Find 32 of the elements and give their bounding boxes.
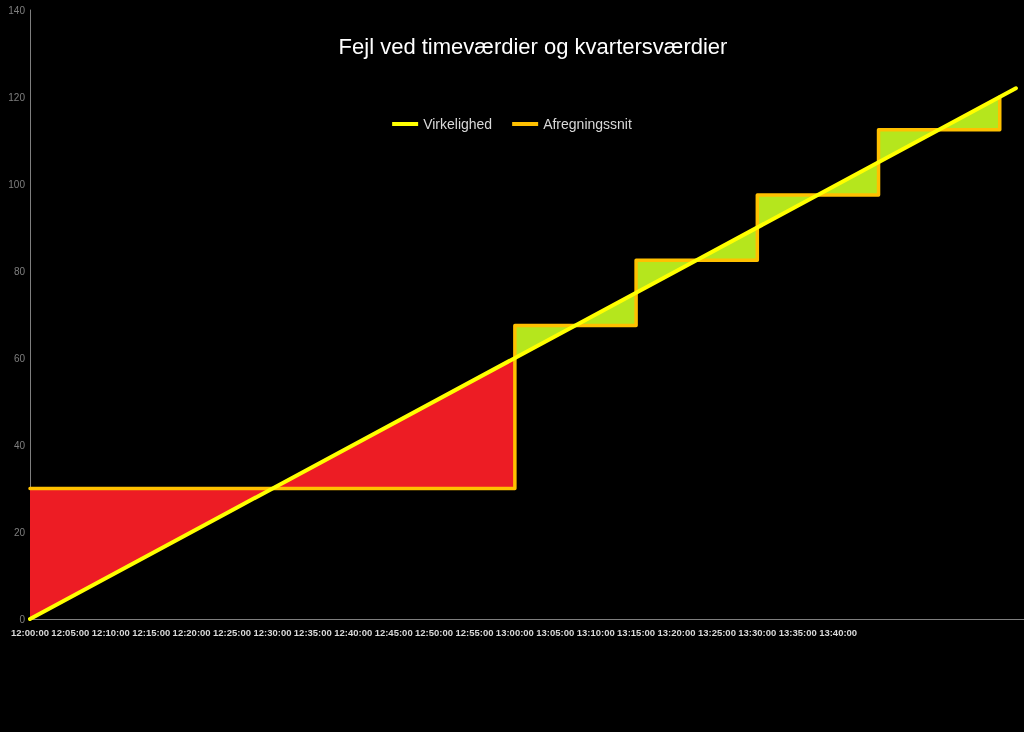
x-tick-label: 12:35:00 bbox=[293, 626, 332, 638]
y-tick-label: 20 bbox=[13, 526, 26, 538]
y-tick-label: 0 bbox=[19, 613, 26, 625]
x-tick-label: 12:50:00 bbox=[415, 626, 454, 638]
x-tick-label: 12:15:00 bbox=[132, 626, 171, 638]
x-tick-label: 12:25:00 bbox=[213, 626, 252, 638]
y-tick-label: 60 bbox=[13, 352, 26, 364]
y-tick-label: 80 bbox=[13, 265, 26, 277]
x-tick-label: 13:15:00 bbox=[617, 626, 656, 638]
y-tick-label: 40 bbox=[13, 439, 26, 451]
x-tick-label: 12:45:00 bbox=[374, 626, 413, 638]
x-tick-label: 13:25:00 bbox=[697, 626, 736, 638]
y-tick-label: 120 bbox=[8, 91, 26, 103]
legend-label: Virkelighed bbox=[423, 116, 493, 132]
x-tick-label: 13:10:00 bbox=[576, 626, 615, 638]
x-tick-label: 13:40:00 bbox=[819, 626, 858, 638]
x-tick-label: 13:30:00 bbox=[738, 626, 777, 638]
x-tick-label: 13:20:00 bbox=[657, 626, 696, 638]
x-tick-label: 13:05:00 bbox=[536, 626, 575, 638]
x-tick-label: 13:35:00 bbox=[778, 626, 817, 638]
y-tick-label: 140 bbox=[8, 4, 26, 16]
x-tick-label: 12:10:00 bbox=[91, 626, 130, 638]
legend-label: Afregningssnit bbox=[543, 116, 632, 132]
x-tick-label: 12:05:00 bbox=[51, 626, 90, 638]
x-tick-label: 12:20:00 bbox=[172, 626, 211, 638]
text: Fejl ved timeværdier og kvartersværdier bbox=[338, 33, 728, 59]
x-tick-label: 12:40:00 bbox=[334, 626, 373, 638]
x-tick-label: 12:00:00 bbox=[10, 626, 50, 638]
x-tick-label: 12:55:00 bbox=[455, 626, 494, 638]
x-tick-label: 13:00:00 bbox=[495, 626, 534, 638]
y-tick-label: 100 bbox=[8, 178, 26, 190]
x-tick-label: 12:30:00 bbox=[253, 626, 292, 638]
